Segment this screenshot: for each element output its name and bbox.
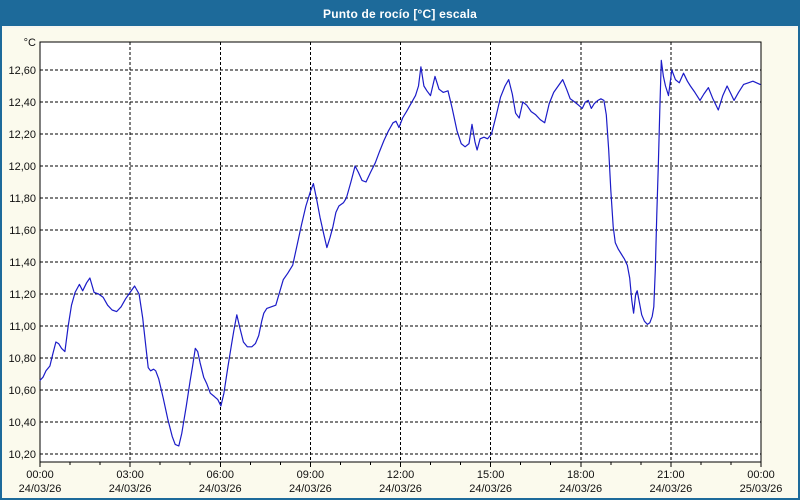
chart-area: 12,60 12,40 12,20 12,00 11,80 11,60 11,40 11,20… [2, 28, 798, 496]
chart-svg: 12,60 12,40 12,20 12,00 11,80 11,60 11,40 11,20… [8, 37, 783, 495]
y-tick-label: 12,20 [8, 129, 36, 141]
x-tick-time-label: 00:00 [26, 469, 54, 481]
x-tick-time-label: 21:00 [657, 469, 685, 481]
x-tick-time-label: 12:00 [387, 469, 415, 481]
y-tick-label: 11,40 [9, 257, 36, 269]
y-tick-label: 11,00 [9, 321, 36, 333]
titlebar-separator [2, 26, 798, 28]
x-tick-time-label: 06:00 [206, 469, 234, 481]
x-tick-date-label: 25/03/26 [740, 483, 783, 495]
y-tick-label: 12,40 [8, 97, 36, 109]
y-tick-label: 11,20 [9, 289, 36, 301]
x-tick-date-label: 24/03/26 [379, 483, 422, 495]
y-tick-label: 12,60 [8, 65, 36, 77]
y-tick-label: 11,60 [9, 225, 36, 237]
y-tick-label: 10,80 [8, 353, 36, 365]
x-tick-date-label: 24/03/26 [19, 483, 62, 495]
title-bar[interactable]: Punto de rocío [°C] escala [2, 2, 798, 26]
x-tick-time-label: 09:00 [297, 469, 325, 481]
x-tick-time-label: 15:00 [477, 469, 505, 481]
x-tick-date-label: 24/03/26 [559, 483, 602, 495]
dew-point-series-line [39, 59, 761, 447]
y-tick-label: 10,20 [8, 449, 36, 461]
y-tick-label: 11,80 [9, 193, 36, 205]
window-title: Punto de rocío [°C] escala [322, 7, 478, 21]
x-tick-date-label: 24/03/26 [289, 483, 332, 495]
y-tick-label: 10,60 [8, 385, 36, 397]
x-tick-date-label: 24/03/26 [199, 483, 242, 495]
x-tick-time-label: 00:00 [747, 469, 775, 481]
y-axis-unit-label: °C [24, 37, 36, 49]
x-tick-time-label: 18:00 [567, 469, 595, 481]
x-tick-date-label: 24/03/26 [649, 483, 692, 495]
x-tick-date-label: 24/03/26 [469, 483, 512, 495]
y-tick-label: 10,40 [8, 417, 36, 429]
x-tick-time-label: 03:00 [116, 469, 144, 481]
x-tick-date-label: 24/03/26 [109, 483, 152, 495]
y-tick-label: 12,00 [8, 161, 36, 173]
